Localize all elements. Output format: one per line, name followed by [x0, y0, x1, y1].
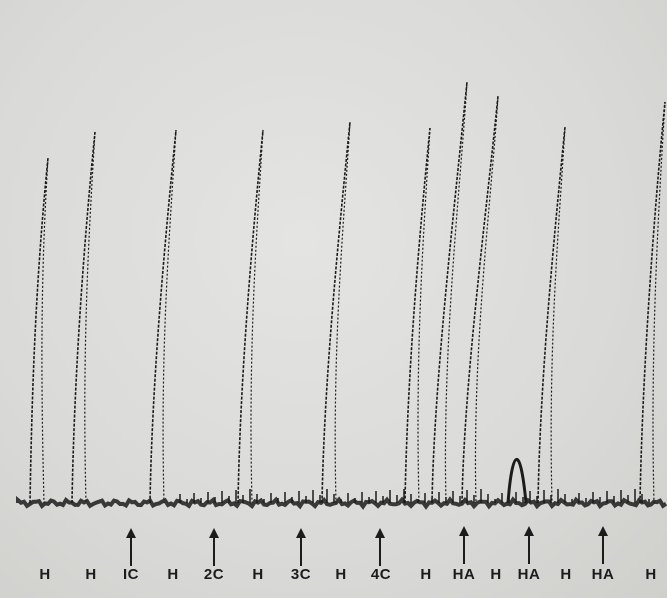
- label-h: H: [335, 566, 347, 583]
- contraction-spike: [444, 81, 468, 504]
- contraction-spike: [237, 129, 264, 504]
- contraction-spike: [29, 157, 49, 504]
- label-ic: IC: [123, 566, 139, 583]
- contraction-spike: [162, 129, 177, 504]
- label-2c: 2C: [203, 566, 225, 583]
- contraction-spike: [41, 157, 49, 504]
- contraction-spike: [404, 127, 431, 504]
- label-ha: HA: [517, 566, 541, 583]
- label-ha: HA: [591, 566, 615, 583]
- up-arrow-icon: [126, 528, 136, 566]
- contraction-spike: [417, 127, 431, 504]
- up-arrow-icon: [598, 526, 608, 564]
- up-arrow-icon: [296, 528, 306, 566]
- contraction-spike: [84, 131, 96, 504]
- contraction-spike: [250, 129, 264, 504]
- up-arrow-icon: [375, 528, 385, 566]
- contraction-spike: [652, 101, 666, 504]
- up-arrow-icon: [209, 528, 219, 566]
- label-h: H: [490, 566, 502, 583]
- label-h: H: [39, 566, 51, 583]
- label-h: H: [645, 566, 657, 583]
- label-h: H: [85, 566, 97, 583]
- contraction-spike: [149, 129, 177, 504]
- contraction-spike: [639, 101, 666, 504]
- label-h: H: [560, 566, 572, 583]
- up-arrow-icon: [459, 526, 469, 564]
- trace-bump: [506, 458, 528, 504]
- label-3c: 3C: [290, 566, 312, 583]
- label-h: H: [420, 566, 432, 583]
- contraction-spike: [474, 95, 499, 504]
- contraction-spike: [550, 126, 566, 504]
- trace-baseline: [16, 495, 667, 510]
- label-h: H: [252, 566, 264, 583]
- contraction-spike: [431, 81, 468, 504]
- label-ha: HA: [452, 566, 476, 583]
- contraction-spike: [334, 121, 351, 504]
- up-arrow-icon: [524, 526, 534, 564]
- contraction-spike: [321, 121, 351, 504]
- contraction-spike: [461, 95, 499, 504]
- contraction-spike: [71, 131, 96, 504]
- label-4c: 4C: [370, 566, 392, 583]
- label-h: H: [167, 566, 179, 583]
